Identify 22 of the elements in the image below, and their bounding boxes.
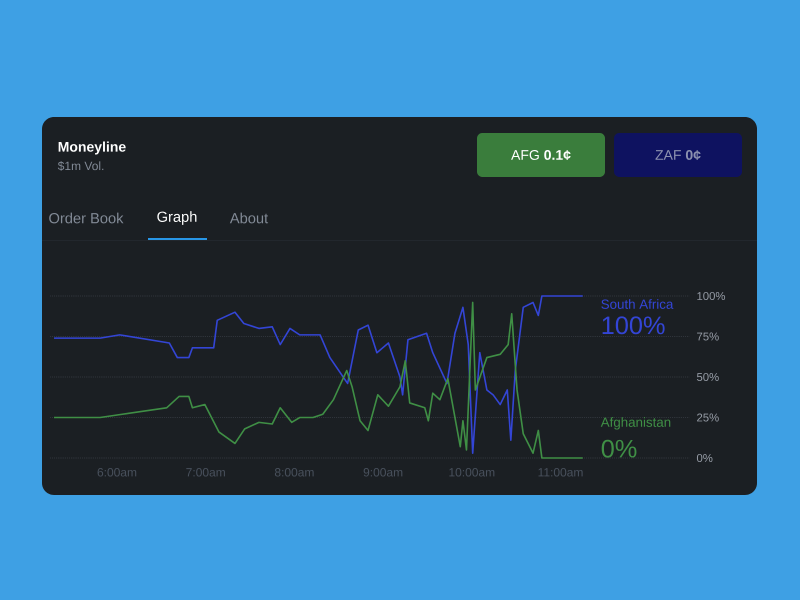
x-tick-label: 9:00am	[364, 468, 402, 477]
y-tick-label: 100%	[697, 292, 726, 300]
chart-subtitle: $1m Vol.	[58, 161, 104, 171]
series-label: South Africa	[601, 299, 674, 309]
x-tick-label: 10:00am	[449, 468, 494, 477]
text: Graph	[157, 211, 196, 225]
text: AFG 0.1¢	[511, 150, 571, 160]
text: Order Book	[49, 212, 124, 224]
annotation: 0%	[602, 440, 636, 458]
text: Afghanistan	[600, 417, 670, 430]
annotation: 100%	[602, 316, 665, 334]
y-tick-label: 50%	[696, 373, 719, 382]
x-tick-label: 8:00am	[274, 468, 314, 477]
text: ZAF 0¢	[655, 150, 701, 160]
y-tick-label: 0%	[696, 454, 712, 462]
y-tick-label: 25%	[697, 414, 719, 422]
y-tick-label: 75%	[697, 332, 719, 340]
text: About	[230, 212, 268, 224]
x-tick-label: 6:00am	[98, 468, 136, 477]
x-tick-label: 11:00am	[538, 468, 583, 477]
chart-title: Moneyline	[58, 141, 126, 155]
x-tick-label: 7:00am	[186, 468, 225, 477]
